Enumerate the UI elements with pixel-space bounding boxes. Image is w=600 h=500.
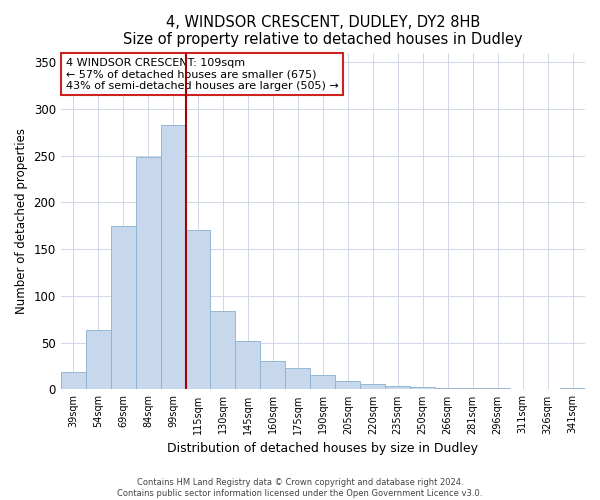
- Text: 4 WINDSOR CRESCENT: 109sqm
← 57% of detached houses are smaller (675)
43% of sem: 4 WINDSOR CRESCENT: 109sqm ← 57% of deta…: [66, 58, 338, 91]
- Y-axis label: Number of detached properties: Number of detached properties: [15, 128, 28, 314]
- X-axis label: Distribution of detached houses by size in Dudley: Distribution of detached houses by size …: [167, 442, 478, 455]
- Bar: [161, 124, 185, 390]
- Bar: [61, 372, 86, 390]
- Bar: [86, 330, 110, 390]
- Title: 4, WINDSOR CRESCENT, DUDLEY, DY2 8HB
Size of property relative to detached house: 4, WINDSOR CRESCENT, DUDLEY, DY2 8HB Siz…: [123, 15, 523, 48]
- Text: Contains HM Land Registry data © Crown copyright and database right 2024.
Contai: Contains HM Land Registry data © Crown c…: [118, 478, 482, 498]
- Bar: [360, 384, 385, 390]
- Bar: [260, 362, 286, 390]
- Bar: [136, 156, 161, 390]
- Bar: [310, 376, 335, 390]
- Bar: [185, 230, 211, 390]
- Bar: [385, 386, 410, 390]
- Bar: [560, 388, 585, 390]
- Bar: [110, 226, 136, 390]
- Bar: [286, 368, 310, 390]
- Bar: [435, 388, 460, 390]
- Bar: [460, 388, 485, 390]
- Bar: [235, 341, 260, 390]
- Bar: [485, 388, 510, 390]
- Bar: [211, 311, 235, 390]
- Bar: [410, 386, 435, 390]
- Bar: [335, 381, 360, 390]
